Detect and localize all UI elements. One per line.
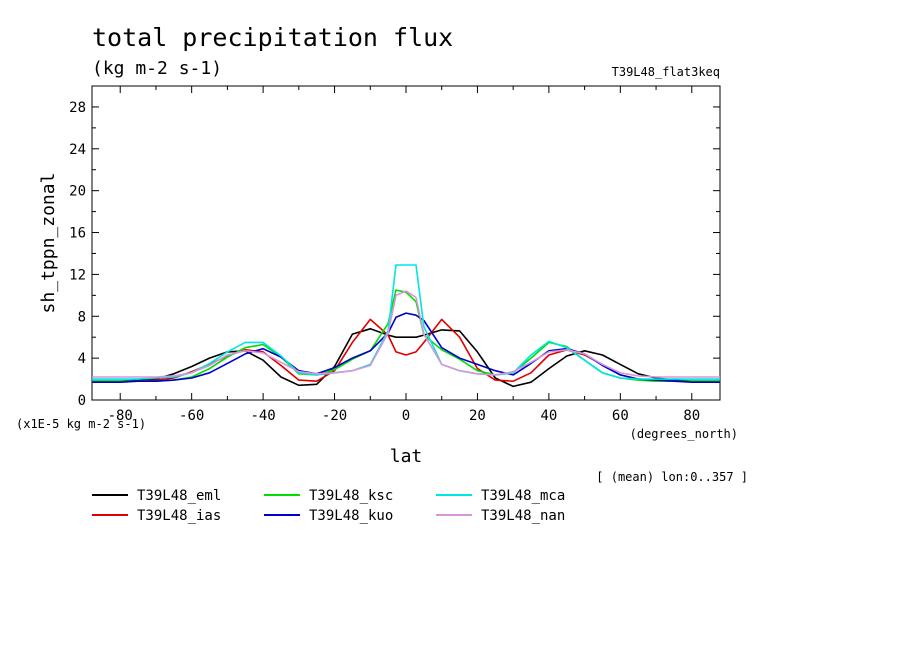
- x-axis-units: (degrees_north): [630, 427, 738, 441]
- series-line-T39L48_mca: [92, 264, 720, 380]
- x-tick-label: 0: [402, 408, 410, 424]
- averaging-note: [ (mean) lon:0..357 ]: [596, 470, 748, 484]
- chart-units: (kg m-2 s-1): [92, 58, 222, 79]
- x-axis: -80 -60 -40 -20 0 20 40 60 80: [108, 86, 700, 424]
- legend-label: T39L48_ksc: [309, 488, 393, 504]
- chart-title: total precipitation flux: [92, 23, 453, 52]
- x-tick-label: -20: [322, 408, 347, 424]
- plot-frame: [91, 85, 721, 401]
- legend-label: T39L48_ias: [137, 508, 221, 524]
- x-tick-label: -60: [179, 408, 204, 424]
- x-tick-label: -80: [108, 408, 133, 424]
- y-tick-label: 12: [69, 267, 86, 283]
- legend-label: T39L48_eml: [137, 488, 221, 504]
- legend: T39L48_eml T39L48_ias T39L48_ksc T39L48_kuo…: [92, 488, 565, 524]
- y-tick-label: 28: [69, 100, 86, 116]
- y-tick-label: 24: [69, 142, 86, 158]
- y-tick-label: 8: [78, 309, 86, 325]
- legend-label: T39L48_nan: [481, 508, 565, 524]
- y-tick-label: 20: [69, 184, 86, 200]
- series-line-T39L48_ias: [92, 318, 720, 383]
- x-tick-label: 40: [540, 408, 557, 424]
- series-line-T39L48_nan: [92, 290, 720, 378]
- x-tick-label: 80: [683, 408, 700, 424]
- series-line-T39L48_eml: [92, 327, 720, 388]
- y-axis-label: sh_tppn_zonal: [38, 173, 59, 314]
- y-axis: 0 4 8 12 16 20 24 28: [69, 100, 720, 409]
- x-axis-label: lat: [390, 446, 423, 467]
- y-tick-label: 0: [78, 393, 86, 409]
- series-line-T39L48_kuo: [92, 312, 720, 384]
- legend-label: T39L48_mca: [481, 488, 565, 504]
- x-tick-label: 20: [469, 408, 486, 424]
- y-tick-label: 16: [69, 226, 86, 242]
- x-tick-label: -40: [250, 408, 275, 424]
- series-lines: [92, 264, 720, 388]
- x-tick-label: 60: [612, 408, 629, 424]
- experiment-label: T39L48_flat3keq: [612, 65, 720, 79]
- legend-label: T39L48_kuo: [309, 508, 393, 524]
- y-axis-scale: (x1E-5 kg m-2 s-1): [16, 417, 146, 431]
- y-tick-label: 4: [78, 351, 86, 367]
